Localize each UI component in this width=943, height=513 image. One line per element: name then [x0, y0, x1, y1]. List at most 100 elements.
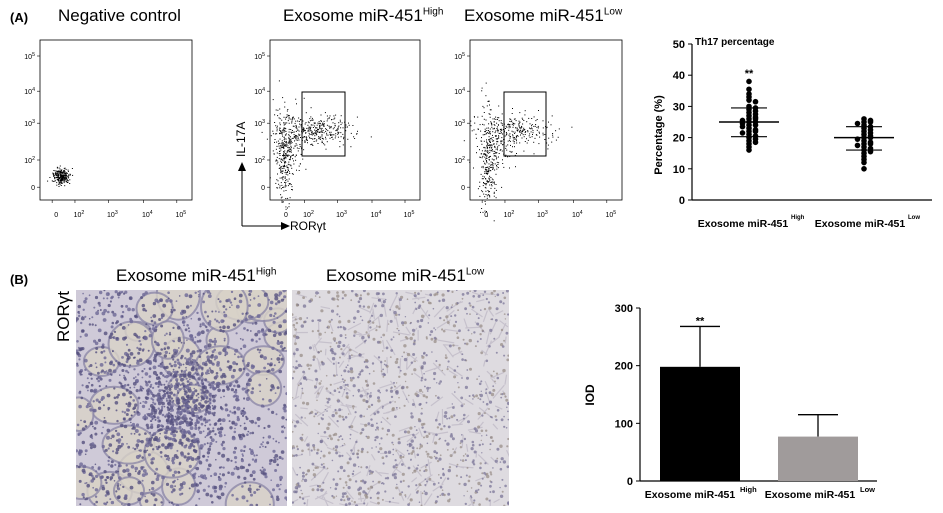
flow-dot — [60, 182, 62, 184]
stained-nucleus — [165, 458, 168, 461]
stained-nucleus — [150, 397, 153, 400]
flow-x-tick-label: 104 — [142, 210, 153, 219]
stained-nucleus — [319, 439, 324, 443]
stained-nucleus — [106, 501, 109, 504]
stained-nucleus — [421, 492, 424, 495]
stained-nucleus — [401, 355, 403, 358]
flow-dot — [321, 142, 323, 143]
stained-nucleus — [485, 429, 488, 432]
flow-dot — [491, 184, 492, 186]
flow-y-tick-label: 104 — [254, 87, 265, 96]
stained-nucleus — [223, 313, 228, 318]
stained-nucleus — [137, 351, 141, 355]
flow-dot — [536, 129, 538, 131]
stained-nucleus — [397, 366, 400, 369]
flow-dot — [57, 177, 59, 179]
stained-nucleus — [339, 435, 342, 438]
stained-nucleus — [311, 488, 315, 492]
flow-dot — [502, 163, 504, 164]
stained-nucleus — [197, 392, 200, 396]
flow-dot — [284, 185, 286, 187]
stained-nucleus — [356, 456, 360, 459]
flow-dot — [338, 125, 340, 127]
stained-nucleus — [292, 366, 295, 368]
stained-nucleus — [330, 437, 333, 441]
stroma-fiber — [437, 339, 455, 344]
stained-nucleus — [464, 453, 467, 455]
stained-nucleus — [215, 374, 219, 378]
flow-dot — [493, 143, 495, 145]
stained-nucleus — [133, 447, 137, 451]
stained-nucleus — [145, 359, 150, 364]
stained-nucleus — [273, 456, 276, 459]
stained-nucleus — [372, 321, 375, 324]
stained-nucleus — [343, 499, 346, 502]
flow-frame — [39, 39, 193, 201]
stained-nucleus — [479, 398, 482, 401]
stained-nucleus — [296, 487, 298, 490]
stained-nucleus — [395, 305, 399, 309]
stained-nucleus — [324, 331, 326, 334]
stained-nucleus — [391, 408, 395, 412]
flow-dot — [313, 133, 315, 135]
flow-dot — [521, 117, 523, 119]
flow-dot — [515, 120, 517, 122]
stained-nucleus — [404, 316, 407, 318]
stained-nucleus — [332, 478, 335, 481]
stained-nucleus — [362, 290, 366, 293]
flow-dot — [531, 124, 533, 126]
flow-dot — [282, 179, 284, 181]
stained-nucleus — [176, 326, 181, 330]
stained-nucleus — [124, 494, 128, 497]
stained-nucleus — [189, 417, 192, 420]
flow-dot — [290, 131, 292, 133]
flow-dot — [70, 174, 71, 176]
data-point — [739, 130, 746, 136]
flow-dot — [507, 124, 509, 126]
stained-nucleus — [450, 415, 454, 419]
stained-nucleus — [194, 389, 198, 393]
flow-dot — [505, 132, 507, 133]
stained-nucleus — [108, 456, 111, 459]
flow-dot — [530, 128, 532, 130]
flow-dot — [279, 145, 281, 147]
flow-dot — [477, 188, 479, 190]
stained-nucleus — [142, 307, 146, 312]
stained-nucleus — [152, 324, 155, 327]
flow-dot — [67, 177, 69, 179]
flow-dot — [307, 142, 308, 144]
flow-dot — [505, 134, 507, 136]
flow-dot — [486, 148, 488, 150]
stained-nucleus — [500, 418, 504, 422]
flow-dot — [297, 137, 299, 139]
stained-nucleus — [470, 487, 473, 489]
flow-dot — [484, 176, 485, 178]
flow-dot — [490, 122, 492, 124]
stained-nucleus — [490, 416, 493, 419]
stained-nucleus — [483, 290, 487, 293]
stained-nucleus — [485, 472, 489, 476]
stained-nucleus — [492, 388, 496, 392]
stained-nucleus — [171, 306, 174, 309]
stained-nucleus — [206, 369, 210, 373]
flow-dots-low — [463, 82, 573, 222]
flow-dot — [283, 151, 285, 152]
stained-nucleus — [435, 418, 438, 422]
flow-dot — [490, 138, 492, 140]
flow-dot — [276, 141, 278, 143]
flow-dot — [542, 127, 544, 129]
stained-nucleus — [334, 408, 337, 412]
stained-nucleus — [176, 390, 179, 392]
stained-nucleus — [193, 448, 196, 452]
flow-dot — [287, 109, 289, 110]
stained-nucleus — [457, 386, 460, 389]
stained-nucleus — [139, 385, 142, 388]
stained-nucleus — [125, 468, 130, 473]
flow-dot — [307, 129, 309, 131]
stained-nucleus — [161, 361, 164, 364]
stained-nucleus — [385, 364, 388, 367]
flow-dot — [288, 117, 290, 119]
stained-nucleus — [203, 474, 207, 478]
stained-nucleus — [191, 423, 194, 425]
stained-nucleus — [461, 358, 464, 361]
